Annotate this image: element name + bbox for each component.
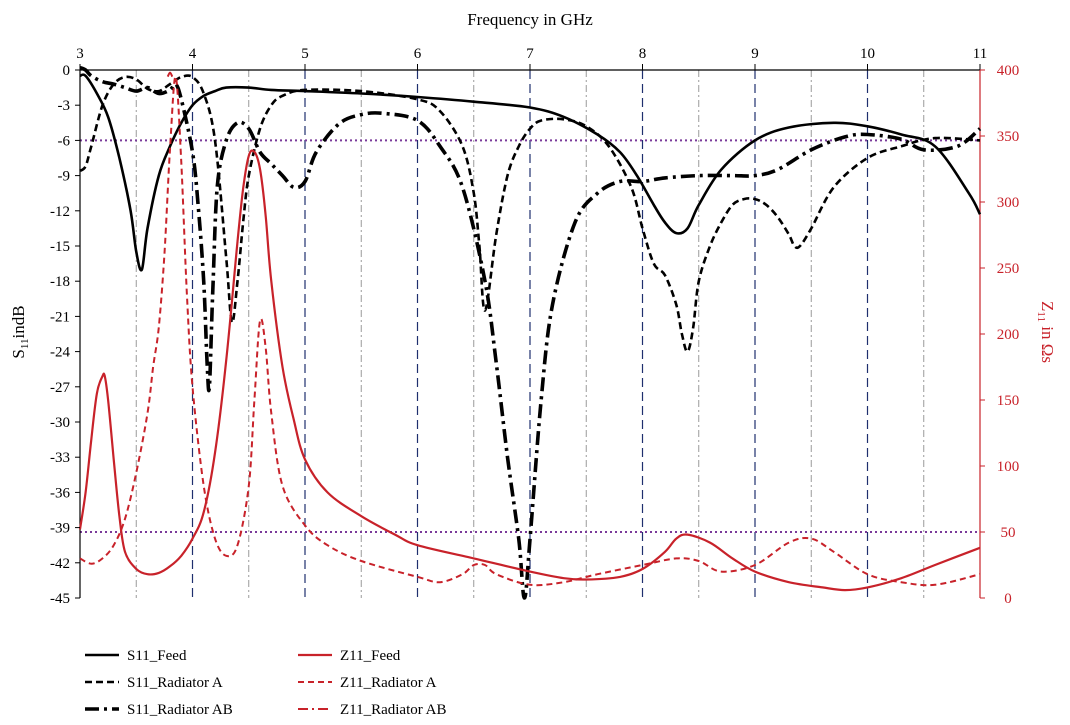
grid-layer bbox=[135, 70, 925, 598]
y-left-tick-label: -9 bbox=[58, 169, 71, 185]
x-tick-label: 5 bbox=[301, 46, 309, 62]
y-left-tick-label: -24 bbox=[50, 345, 70, 361]
x-tick-label: 9 bbox=[751, 46, 759, 62]
legend-label: Z11_Feed bbox=[340, 648, 401, 664]
tick-labels: 3 4 5 6 7 8 9 10 11 0 -3 -6 -9 -12 -15 -18 -21 -24 -27 -30 -… bbox=[50, 46, 1019, 607]
x-tick-label: 3 bbox=[76, 46, 84, 62]
svg-text:S11indB: S11indB bbox=[9, 305, 31, 358]
x-tick-label: 6 bbox=[414, 46, 422, 62]
series-z11-feed bbox=[78, 149, 981, 592]
legend-label: Z11_Radiator AB bbox=[340, 702, 447, 718]
y-left-tick-label: -21 bbox=[50, 309, 70, 325]
y-axis-left-title: S11indB bbox=[9, 305, 31, 358]
y-right-tick-label: 250 bbox=[997, 261, 1020, 277]
y-axis-right-title: Z11 in Ωs bbox=[1035, 301, 1057, 363]
y-left-tick-label: -3 bbox=[58, 98, 71, 114]
y-left-tick-label: -30 bbox=[50, 415, 70, 431]
x-tick-label: 8 bbox=[639, 46, 647, 62]
y-left-tick-label: -12 bbox=[50, 204, 70, 220]
legend-label: S11_Radiator A bbox=[127, 675, 223, 691]
x-tick-label: 7 bbox=[526, 46, 534, 62]
series-z11-radiator-a bbox=[79, 75, 981, 587]
legend-label: Z11_Radiator A bbox=[340, 675, 437, 691]
y-right-tick-label: 150 bbox=[997, 393, 1020, 409]
y-right-tick-label: 300 bbox=[997, 195, 1020, 211]
legend-label: S11_Radiator AB bbox=[127, 702, 233, 718]
y-left-tick-label: -18 bbox=[50, 274, 70, 290]
y-left-tick-label: -27 bbox=[50, 380, 70, 396]
y-left-tick-label: -39 bbox=[50, 521, 70, 537]
y-left-tick-label: 0 bbox=[63, 63, 71, 79]
legend-label: S11_Feed bbox=[127, 648, 187, 664]
y-left-tick-label: -6 bbox=[58, 133, 71, 149]
y-left-tick-label: -45 bbox=[50, 591, 70, 607]
series-s11-radiator-a bbox=[79, 74, 981, 353]
y-right-tick-label: 400 bbox=[997, 63, 1020, 79]
y-right-tick-label: 350 bbox=[997, 129, 1020, 145]
x-axis-title: Frequency in GHz bbox=[467, 10, 593, 29]
y-right-tick-label: 0 bbox=[1004, 591, 1012, 607]
x-tick-label: 11 bbox=[973, 46, 987, 62]
legend-item: Z11_Radiator AB bbox=[298, 702, 447, 718]
x-tick-label: 10 bbox=[860, 46, 875, 62]
y-left-tick-label: -15 bbox=[50, 239, 70, 255]
y-left-tick-label: -33 bbox=[50, 450, 70, 466]
x-tick-label: 4 bbox=[189, 46, 197, 62]
y-left-tick-label: -36 bbox=[50, 485, 70, 501]
legend-item: Z11_Feed bbox=[298, 648, 401, 664]
legend-item: S11_Radiator A bbox=[85, 675, 223, 691]
legend-item: Z11_Radiator A bbox=[298, 675, 437, 691]
y-right-tick-label: 100 bbox=[997, 459, 1020, 475]
y-right-tick-label: 200 bbox=[997, 327, 1020, 343]
series-z11-radiator-ab bbox=[166, 71, 174, 78]
svg-text:Z11 in Ωs: Z11 in Ωs bbox=[1035, 301, 1057, 363]
y-left-tick-label: -42 bbox=[50, 556, 70, 572]
y-right-tick-label: 50 bbox=[1001, 525, 1016, 541]
series-s11-feed bbox=[79, 73, 982, 272]
series-s11-radiator-ab bbox=[79, 65, 982, 600]
legend: S11_Feed Z11_Feed S11_Radiator A Z11_Radiat… bbox=[85, 648, 447, 718]
legend-item: S11_Feed bbox=[85, 648, 187, 664]
series-layer bbox=[78, 65, 982, 600]
legend-item: S11_Radiator AB bbox=[85, 702, 233, 718]
